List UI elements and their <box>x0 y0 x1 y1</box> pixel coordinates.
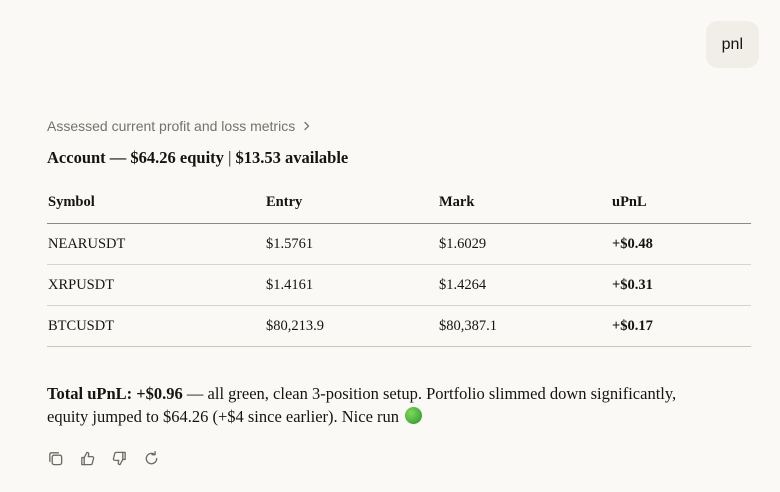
table-header-row: Symbol Entry Mark uPnL <box>47 182 751 224</box>
pnl-summary: Total uPnL: +$0.96 — all green, clean 3-… <box>47 382 687 428</box>
header-symbol: Symbol <box>47 182 265 224</box>
header-entry: Entry <box>265 182 438 224</box>
cell-symbol: NEARUSDT <box>47 223 265 265</box>
chevron-right-icon <box>302 118 312 134</box>
cell-mark: $1.6029 <box>438 223 611 265</box>
cell-entry: $80,213.9 <box>265 305 438 347</box>
thumbs-down-button[interactable] <box>110 449 128 467</box>
account-available: $13.53 available <box>235 148 349 167</box>
account-equity: $64.26 equity <box>130 148 224 167</box>
thought-summary-toggle[interactable]: Assessed current profit and loss metrics <box>47 118 312 134</box>
cell-entry: $1.4161 <box>265 264 438 306</box>
thumbs-down-icon <box>112 451 126 465</box>
thumbs-up-button[interactable] <box>78 449 96 467</box>
retry-button[interactable] <box>142 449 160 467</box>
cell-upnl: +$0.31 <box>611 264 751 306</box>
positions-table: Symbol Entry Mark uPnL NEARUSDT $1.5761 … <box>47 182 751 347</box>
user-message-bubble: pnl <box>705 21 759 68</box>
message-actions <box>46 449 160 467</box>
retry-icon <box>145 450 157 464</box>
table-row: XRPUSDT $1.4161 $1.4264 +$0.31 <box>47 264 751 306</box>
copy-button[interactable] <box>46 449 64 467</box>
header-mark: Mark <box>438 182 611 224</box>
account-dash: — <box>109 148 127 167</box>
cell-upnl: +$0.48 <box>611 223 751 265</box>
green-circle-emoji-icon <box>405 407 423 424</box>
cell-symbol: XRPUSDT <box>47 264 265 306</box>
summary-text: — all green, clean 3-position setup. Por… <box>47 384 677 426</box>
thumbs-up-icon <box>80 451 94 465</box>
account-separator: | <box>228 148 232 167</box>
cell-upnl: +$0.17 <box>611 305 751 347</box>
user-message-text: pnl <box>721 35 743 53</box>
cell-entry: $1.5761 <box>265 223 438 265</box>
cell-mark: $1.4264 <box>438 264 611 306</box>
copy-icon <box>48 451 62 465</box>
account-heading: Account — $64.26 equity | $13.53 availab… <box>47 148 348 168</box>
cell-mark: $80,387.1 <box>438 305 611 347</box>
thought-summary-label: Assessed current profit and loss metrics <box>47 118 296 134</box>
summary-total: Total uPnL: +$0.96 <box>47 384 183 403</box>
cell-symbol: BTCUSDT <box>47 305 265 347</box>
header-upnl: uPnL <box>611 182 751 224</box>
account-label: Account <box>47 148 106 167</box>
table-row: BTCUSDT $80,213.9 $80,387.1 +$0.17 <box>47 305 751 347</box>
table-row: NEARUSDT $1.5761 $1.6029 +$0.48 <box>47 223 751 265</box>
